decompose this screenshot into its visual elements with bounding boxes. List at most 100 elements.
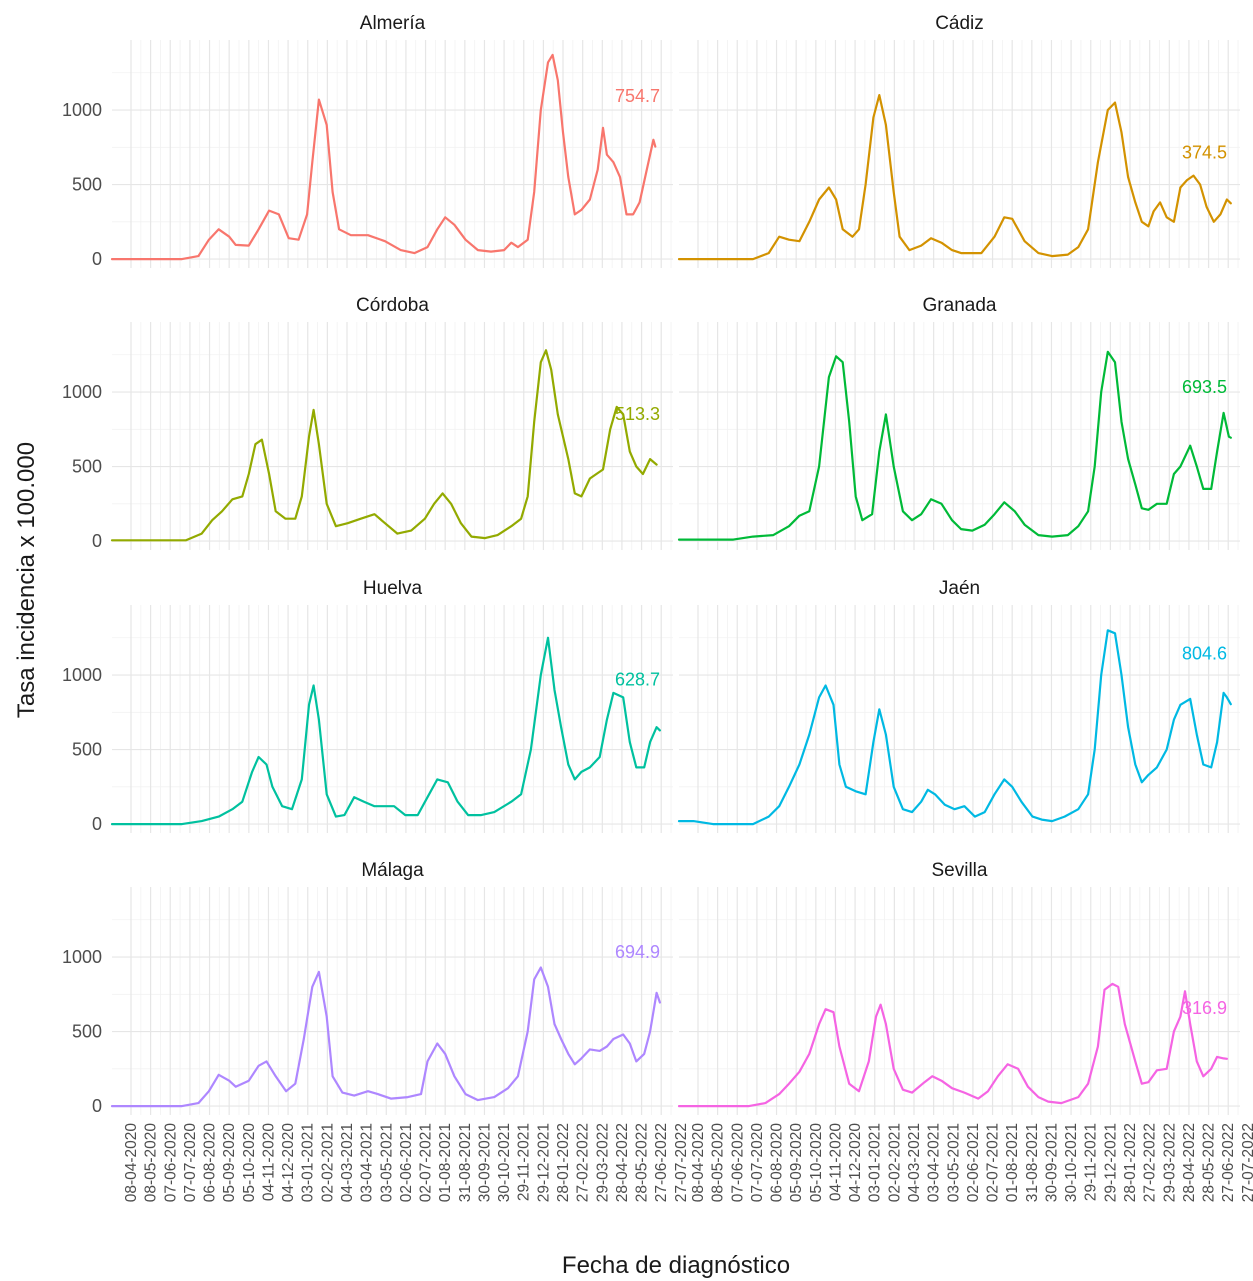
y-tick-label: 500 xyxy=(72,1022,102,1042)
x-tick-label: 01-08-2021 xyxy=(1004,1123,1021,1202)
x-tick-label: 02-07-2021 xyxy=(985,1123,1002,1202)
facet-panel: Jaén 804.6 xyxy=(677,578,1240,833)
series-line xyxy=(110,636,661,826)
x-tick-label: 29-12-2021 xyxy=(535,1123,552,1202)
facet-title: Almería xyxy=(360,13,426,34)
x-tick-label: 07-07-2020 xyxy=(749,1123,766,1203)
x-tick-label: 06-08-2020 xyxy=(769,1123,786,1203)
series-line xyxy=(677,94,1232,261)
x-tick-label: 04-12-2020 xyxy=(847,1123,864,1203)
series-end-label: 513.3 xyxy=(615,404,660,424)
x-tick-label: 30-10-2021 xyxy=(1063,1123,1080,1202)
y-axis-ticks: 0 500 1000 0 500 1000 0 500 1000 0 500 1000 xyxy=(62,100,102,1116)
y-tick-label: 500 xyxy=(72,457,102,477)
y-tick-label: 1000 xyxy=(62,665,102,685)
facet-title: Huelva xyxy=(363,578,423,599)
series-end-label: 316.9 xyxy=(1182,998,1227,1018)
x-tick-label: 06-08-2020 xyxy=(202,1123,219,1203)
x-tick-label: 03-05-2021 xyxy=(378,1123,395,1202)
x-tick-label: 31-08-2021 xyxy=(457,1123,474,1202)
facet-panel: Cádiz 374.5 xyxy=(677,13,1240,268)
x-tick-label: 04-11-2020 xyxy=(261,1123,278,1202)
series-end-label: 374.5 xyxy=(1182,143,1227,163)
x-tick-label: 30-09-2021 xyxy=(1044,1123,1061,1202)
series-line xyxy=(677,982,1228,1108)
x-tick-label: 05-09-2020 xyxy=(788,1123,805,1203)
x-axis-ticks: 08-04-2020 08-05-2020 07-06-2020 07-07-2020… xyxy=(123,1123,1253,1203)
panel-background xyxy=(679,605,1240,833)
series-end-label: 693.5 xyxy=(1182,377,1227,397)
x-tick-label: 29-11-2021 xyxy=(1083,1123,1100,1201)
x-tick-label: 07-06-2020 xyxy=(162,1123,179,1203)
x-tick-label: 27-06-2022 xyxy=(1220,1123,1237,1202)
panel-background xyxy=(112,887,673,1115)
x-tick-label: 07-07-2020 xyxy=(182,1123,199,1203)
y-tick-label: 500 xyxy=(72,175,102,195)
series-end-label: 804.6 xyxy=(1182,643,1227,663)
facet-panel: Córdoba 513.3 xyxy=(110,295,673,550)
x-tick-label: 29-12-2021 xyxy=(1102,1123,1119,1202)
x-tick-label: 03-04-2021 xyxy=(359,1123,376,1202)
x-tick-label: 27-02-2022 xyxy=(1142,1123,1159,1202)
x-tick-label: 29-11-2021 xyxy=(516,1123,533,1201)
panel-background xyxy=(112,605,673,833)
x-tick-label: 28-04-2022 xyxy=(1181,1123,1198,1202)
facet-title: Jaén xyxy=(939,578,980,599)
y-tick-label: 1000 xyxy=(62,382,102,402)
facet-panel: Sevilla 316.9 xyxy=(677,860,1240,1115)
x-tick-label: 05-10-2020 xyxy=(241,1123,258,1203)
panel-background xyxy=(112,322,673,550)
x-tick-label: 28-01-2022 xyxy=(555,1123,572,1202)
x-axis-label: Fecha de diagnóstico xyxy=(562,1252,790,1279)
y-tick-label: 0 xyxy=(92,814,102,834)
panel-background xyxy=(679,887,1240,1115)
series-line xyxy=(110,53,657,261)
x-tick-label: 07-06-2020 xyxy=(729,1123,746,1203)
facet-panel: Málaga 694.9 xyxy=(110,860,673,1115)
x-tick-label: 30-09-2021 xyxy=(477,1123,494,1202)
x-tick-label: 05-09-2020 xyxy=(221,1123,238,1203)
x-tick-label: 27-07-2022 xyxy=(673,1123,690,1202)
x-tick-label: 08-05-2020 xyxy=(710,1123,727,1203)
series-end-label: 754.7 xyxy=(615,86,660,106)
x-tick-label: 27-07-2022 xyxy=(1240,1123,1253,1202)
facet-panel: Granada 693.5 xyxy=(677,295,1240,550)
x-tick-label: 04-03-2021 xyxy=(339,1123,356,1202)
x-tick-label: 03-01-2021 xyxy=(867,1123,884,1202)
x-tick-label: 03-05-2021 xyxy=(945,1123,962,1202)
series-end-label: 694.9 xyxy=(615,942,660,962)
x-tick-label: 27-02-2022 xyxy=(575,1123,592,1202)
x-tick-label: 03-04-2021 xyxy=(926,1123,943,1202)
series-end-label: 628.7 xyxy=(615,670,660,690)
x-tick-label: 27-06-2022 xyxy=(653,1123,670,1202)
x-tick-label: 02-02-2021 xyxy=(886,1123,903,1202)
facet-panel: Huelva 628.7 xyxy=(110,578,673,833)
x-tick-label: 28-05-2022 xyxy=(634,1123,651,1202)
y-axis-label: Tasa incidencia x 100.000 xyxy=(13,442,40,718)
facet-title: Cádiz xyxy=(935,13,984,34)
x-tick-label: 29-03-2022 xyxy=(594,1123,611,1202)
facet-title: Sevilla xyxy=(932,860,988,881)
y-tick-label: 0 xyxy=(92,1096,102,1116)
x-tick-label: 31-08-2021 xyxy=(1024,1123,1041,1202)
x-tick-label: 04-11-2020 xyxy=(828,1123,845,1202)
x-tick-label: 08-04-2020 xyxy=(123,1123,140,1203)
x-tick-label: 02-02-2021 xyxy=(319,1123,336,1202)
x-tick-label: 02-07-2021 xyxy=(418,1123,435,1202)
x-tick-label: 28-04-2022 xyxy=(614,1123,631,1202)
x-tick-label: 28-01-2022 xyxy=(1122,1123,1139,1202)
series-line xyxy=(677,629,1232,826)
series-line xyxy=(110,349,658,542)
x-tick-label: 28-05-2022 xyxy=(1201,1123,1218,1202)
panel-background xyxy=(679,40,1240,268)
y-tick-label: 1000 xyxy=(62,100,102,120)
series-line xyxy=(677,350,1232,541)
facet-panel: Almería 754.7 xyxy=(110,13,673,268)
panel-background xyxy=(679,322,1240,550)
facet-title: Málaga xyxy=(361,860,424,881)
facet-title: Granada xyxy=(923,295,997,316)
series-line xyxy=(110,966,661,1108)
facet-title: Córdoba xyxy=(356,295,429,316)
x-tick-label: 29-03-2022 xyxy=(1161,1123,1178,1202)
